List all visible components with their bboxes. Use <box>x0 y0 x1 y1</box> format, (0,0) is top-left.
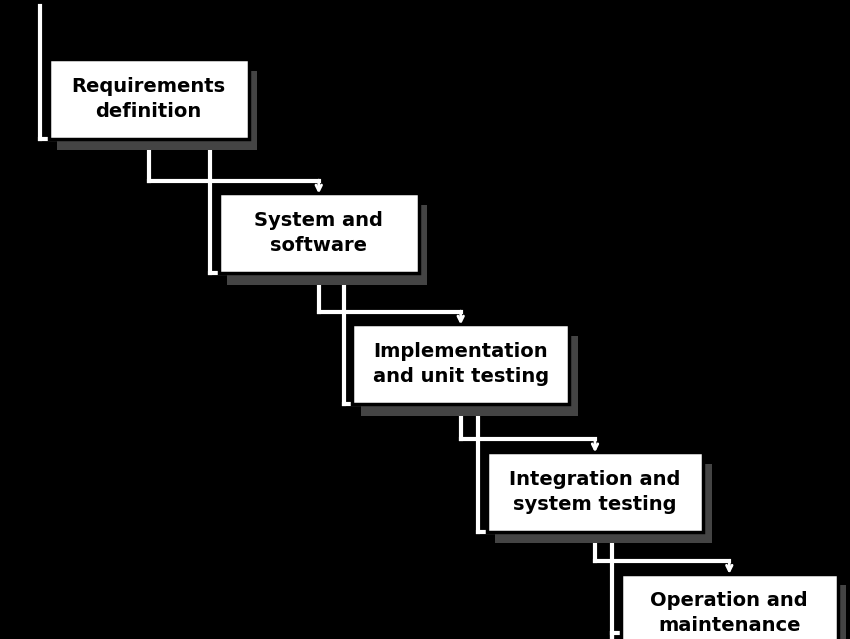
FancyBboxPatch shape <box>218 193 418 273</box>
FancyBboxPatch shape <box>48 59 248 139</box>
Text: Operation and
maintenance: Operation and maintenance <box>650 592 808 635</box>
Text: Implementation
and unit testing: Implementation and unit testing <box>372 343 549 386</box>
Text: Integration and
system testing: Integration and system testing <box>509 470 681 514</box>
Text: System and
software: System and software <box>254 212 383 255</box>
FancyBboxPatch shape <box>361 336 578 416</box>
FancyBboxPatch shape <box>227 204 427 285</box>
FancyBboxPatch shape <box>486 452 703 532</box>
FancyBboxPatch shape <box>57 71 257 151</box>
Text: Requirements
definition: Requirements definition <box>71 77 226 121</box>
FancyBboxPatch shape <box>495 464 711 543</box>
FancyBboxPatch shape <box>620 574 837 639</box>
FancyBboxPatch shape <box>353 325 569 404</box>
FancyBboxPatch shape <box>629 585 846 639</box>
